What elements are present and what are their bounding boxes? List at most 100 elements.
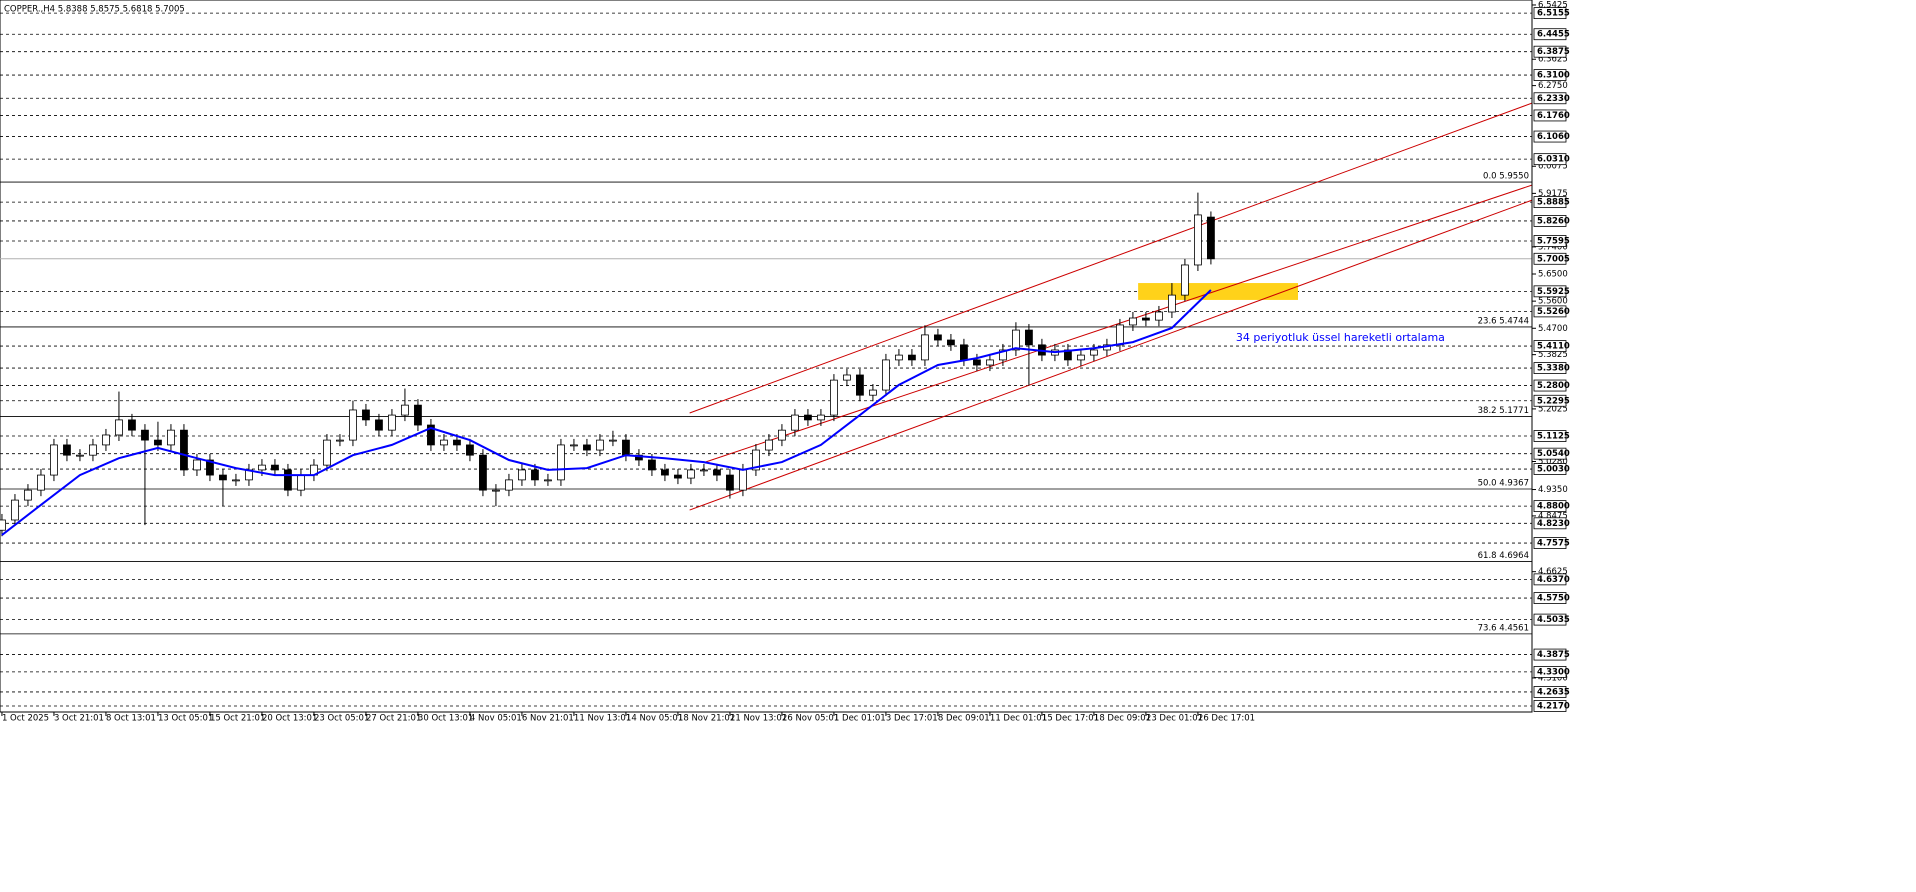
candle-body — [336, 439, 344, 442]
candle-body — [0, 519, 6, 531]
candle-body — [908, 354, 916, 361]
candle-body — [596, 439, 604, 451]
level-label: 4.5750 — [1537, 594, 1570, 604]
y-tick-label: 5.6500 — [1538, 270, 1568, 280]
candle-body — [1155, 311, 1163, 321]
candle-body — [999, 349, 1007, 361]
fib-label: 0.0 5.9550 — [1483, 172, 1529, 182]
x-tick-label: 6 Nov 21:01 — [522, 714, 574, 724]
candle-body — [141, 429, 149, 441]
y-tick-label: 5.0280 — [1538, 457, 1568, 467]
level-label-box — [1533, 592, 1567, 604]
level-label: 5.7595 — [1537, 237, 1570, 247]
candle-body — [401, 404, 409, 416]
fib-label: 73.6 4.4561 — [1478, 623, 1529, 633]
y-tick-label: 4.6625 — [1538, 567, 1568, 577]
candle-body — [115, 419, 123, 436]
candle-body — [362, 409, 370, 421]
level-label-box — [1533, 305, 1567, 318]
candle-body — [869, 389, 877, 396]
x-tick-label: 1 Dec 01:01 — [834, 714, 886, 724]
candle-body — [11, 499, 19, 521]
level-label-box — [1533, 362, 1567, 374]
candle-body — [817, 414, 825, 421]
axes: 6.5425 6.3625 6.2750 6.0075 5.9175 5.7400 5.65… — [1, 0, 1570, 724]
level-label: 4.8800 — [1537, 502, 1570, 512]
x-tick-label: 15 Oct 21:01 — [210, 714, 265, 724]
level-label-box — [1533, 666, 1567, 678]
level-label: 5.2800 — [1537, 381, 1570, 391]
x-tick-label: 18 Dec 09:01 — [1094, 714, 1151, 724]
candle-body — [700, 469, 708, 472]
candle-body — [466, 444, 474, 456]
x-tick-label: 30 Oct 13:01 — [418, 714, 473, 724]
x-tick-label: 15 Dec 17:01 — [1042, 714, 1099, 724]
level-label: 5.0540 — [1537, 449, 1570, 459]
x-tick-label: 11 Dec 01:01 — [990, 714, 1047, 724]
candle-body — [271, 464, 279, 471]
level-label: 5.4110 — [1537, 342, 1570, 352]
level-label: 5.1125 — [1537, 432, 1570, 442]
candle-body — [674, 474, 682, 479]
candle-body — [570, 444, 578, 447]
candle-body — [960, 344, 968, 361]
x-tick-label: 11 Nov 13:01 — [574, 714, 631, 724]
level-label-box — [1533, 69, 1567, 81]
level-label-box — [1533, 500, 1567, 513]
x-tick-label: 23 Dec 01:01 — [1146, 714, 1203, 724]
candle-body — [1025, 329, 1033, 346]
candle-body — [531, 469, 539, 481]
candle-body — [830, 379, 838, 416]
x-tick-label: 13 Oct 05:01 — [158, 714, 213, 724]
fib-label: 61.8 4.6964 — [1478, 551, 1529, 561]
level-label: 4.5035 — [1537, 615, 1570, 625]
level-label-box — [1533, 45, 1567, 58]
candle-body — [154, 439, 162, 446]
candle-body — [89, 444, 97, 456]
candle-body — [349, 409, 357, 441]
candle-body — [804, 414, 812, 421]
level-label-box — [1533, 340, 1567, 352]
level-label: 6.2330 — [1537, 94, 1570, 104]
level-label-box — [1533, 153, 1567, 166]
candle-body — [440, 439, 448, 446]
candle-body — [1168, 294, 1176, 313]
candle-body — [1077, 354, 1085, 361]
x-tick-label: 26 Nov 05:01 — [782, 714, 839, 724]
plot-area — [0, 0, 1533, 713]
x-tick-label: 1 Oct 2025 — [2, 714, 49, 724]
y-tick-label: 5.2025 — [1538, 404, 1568, 414]
candle-body — [323, 439, 331, 466]
y-tick-label: 6.3625 — [1538, 55, 1568, 65]
candle-body — [37, 474, 45, 491]
level-label-box — [1533, 285, 1567, 298]
level-label-box — [1533, 463, 1567, 475]
candle-body — [297, 474, 305, 491]
x-tick-label: 8 Oct 13:01 — [106, 714, 156, 724]
candle-body — [1207, 216, 1215, 260]
current-price-label: 5.7005 — [1537, 254, 1570, 264]
trendline — [705, 184, 1532, 463]
fib-label: 23.6 5.4744 — [1478, 316, 1529, 326]
candle-body — [1090, 349, 1098, 356]
x-tick-label: 23 Oct 05:01 — [314, 714, 369, 724]
candle-body — [50, 444, 58, 476]
candle-body — [492, 489, 500, 492]
x-tick-label: 3 Dec 17:01 — [886, 714, 938, 724]
candle-body — [102, 434, 110, 446]
plot: 0.0 5.9550 23.6 5.4744 38.2 5.1771 50.0 4.9… — [0, 12, 1532, 707]
candle-body — [232, 479, 240, 482]
x-tick-label: 27 Oct 21:01 — [366, 714, 421, 724]
y-tick-label: 5.9175 — [1538, 189, 1568, 199]
x-tick-label: 3 Oct 21:01 — [54, 714, 104, 724]
level-label: 4.3300 — [1537, 667, 1570, 677]
candle-body — [713, 469, 721, 476]
candle-body — [726, 474, 734, 491]
candle-body — [1142, 317, 1150, 321]
candle-body — [661, 469, 669, 476]
x-tick-label: 18 Nov 21:01 — [678, 714, 735, 724]
candle-body — [557, 444, 565, 481]
x-tick-label: 4 Nov 05:01 — [470, 714, 522, 724]
candle-body — [635, 454, 643, 461]
